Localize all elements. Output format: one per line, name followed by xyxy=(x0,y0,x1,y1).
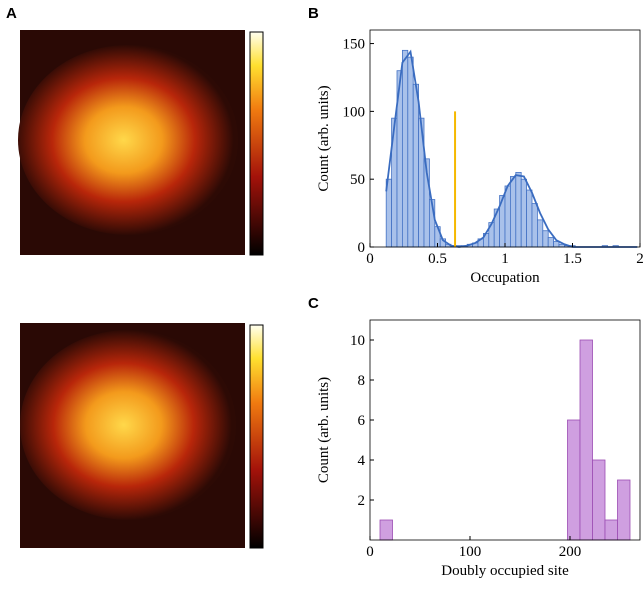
x-tick-label: 100 xyxy=(459,544,482,560)
x-axis-label: Doubly occupied site xyxy=(441,563,569,579)
bar xyxy=(537,219,544,248)
y-tick-label: 6 xyxy=(358,413,366,429)
bar xyxy=(553,241,560,248)
y-axis-label: Count (arb. units) xyxy=(316,85,332,191)
bar xyxy=(412,83,420,248)
bar xyxy=(567,419,581,541)
bar xyxy=(592,459,606,541)
x-tick-label: 1.5 xyxy=(563,251,582,267)
axes-frame xyxy=(369,319,641,541)
colorbar xyxy=(249,31,264,256)
bar xyxy=(504,185,511,248)
bar xyxy=(401,49,409,248)
x-tick-label: 1 xyxy=(501,251,509,267)
bar xyxy=(515,172,522,248)
bar xyxy=(520,178,528,248)
y-tick-label: 8 xyxy=(358,373,366,389)
y-axis-label: Count (arb. units) xyxy=(316,377,332,483)
y-tick-label: 150 xyxy=(343,37,366,53)
bar xyxy=(407,56,414,248)
y-tick-label: 50 xyxy=(350,172,365,188)
bar xyxy=(579,339,593,541)
panel-label: C xyxy=(308,295,319,312)
bar xyxy=(509,176,517,248)
bar xyxy=(617,479,631,541)
image-cloud xyxy=(20,330,236,520)
y-tick-label: 10 xyxy=(350,333,365,349)
image-cloud xyxy=(18,45,238,235)
x-tick-label: 0 xyxy=(366,251,374,267)
y-tick-label: 100 xyxy=(343,104,366,120)
x-tick-label: 2 xyxy=(636,251,644,267)
bar xyxy=(526,189,533,248)
y-tick-label: 0 xyxy=(358,240,366,256)
x-tick-label: 0.5 xyxy=(428,251,447,267)
bar xyxy=(547,237,555,248)
bar xyxy=(604,519,618,541)
x-tick-label: 0 xyxy=(366,544,374,560)
y-tick-label: 2 xyxy=(358,493,366,509)
x-axis-label: Occupation xyxy=(470,270,540,286)
colorbar xyxy=(249,324,264,549)
bar xyxy=(542,230,549,248)
x-tick-label: 200 xyxy=(559,544,582,560)
y-tick-label: 4 xyxy=(358,453,366,469)
bar xyxy=(379,519,393,541)
bar xyxy=(531,203,538,248)
panel-label: B xyxy=(308,5,319,22)
panel-label: A xyxy=(6,5,17,22)
